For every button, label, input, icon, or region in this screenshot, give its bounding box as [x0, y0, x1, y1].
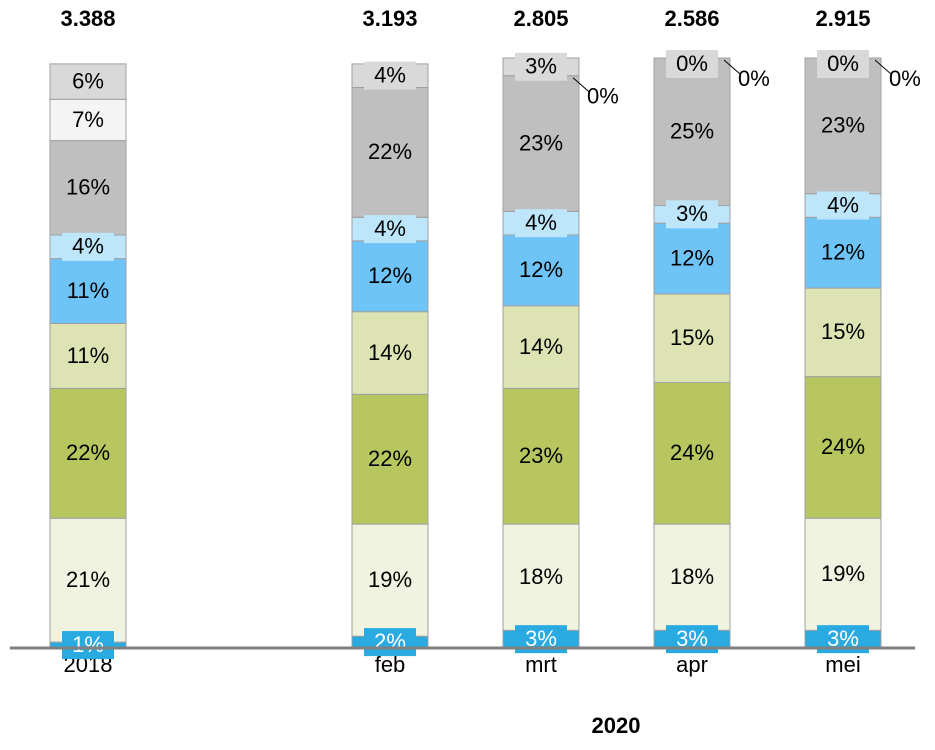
data-label: 3%	[525, 54, 557, 79]
data-label-bg	[666, 439, 718, 468]
data-label-bg	[364, 138, 416, 167]
data-label: 19%	[821, 561, 865, 586]
data-label: 25%	[670, 119, 714, 144]
x-axis-title: 2020	[592, 713, 641, 738]
data-label: 23%	[821, 113, 865, 138]
data-label: 19%	[368, 567, 412, 592]
data-label-bg	[666, 117, 718, 146]
bars	[49, 57, 882, 649]
data-label: 2%	[374, 629, 406, 654]
data-label: 12%	[670, 245, 714, 270]
data-label: 11%	[67, 343, 109, 368]
data-label-bg	[817, 50, 869, 78]
data-label: 12%	[519, 257, 563, 282]
data-label: 21%	[66, 567, 110, 592]
data-label-bg	[62, 67, 114, 96]
data-label: 23%	[519, 130, 563, 155]
data-label-bg	[62, 232, 114, 261]
data-label-bg	[364, 445, 416, 474]
data-label-bg	[364, 61, 416, 90]
data-label: 18%	[670, 564, 714, 589]
total-label: 2.805	[513, 6, 568, 31]
data-label-bg	[62, 439, 114, 468]
data-label: 14%	[519, 334, 563, 359]
data-label: 7%	[72, 107, 104, 132]
total-label: 2.586	[664, 6, 719, 31]
data-label-bg	[666, 200, 718, 229]
data-label-bg	[515, 256, 567, 285]
data-label: 12%	[821, 240, 865, 265]
data-label: 0%	[738, 66, 770, 91]
data-label-bg	[62, 566, 114, 595]
data-label-bg	[666, 244, 718, 273]
leader-line	[874, 59, 892, 75]
data-label: 4%	[525, 210, 557, 235]
data-label: 23%	[519, 443, 563, 468]
data-label-bg	[515, 333, 567, 362]
data-label-bg	[364, 262, 416, 291]
data-label: 4%	[72, 234, 104, 259]
data-label-bg	[515, 209, 567, 238]
data-label-bg	[817, 191, 869, 220]
data-label: 22%	[368, 446, 412, 471]
leader-line	[572, 77, 590, 93]
data-label-bg	[364, 628, 416, 657]
data-label: 0%	[587, 84, 619, 109]
data-label: 22%	[66, 440, 110, 465]
data-label-bg	[515, 563, 567, 592]
data-label: 16%	[66, 175, 110, 200]
data-label-bg	[817, 433, 869, 462]
data-label-bg	[666, 324, 718, 353]
data-label: 6%	[72, 68, 104, 93]
data-label-bg	[817, 238, 869, 267]
data-label-bg	[817, 318, 869, 347]
total-label: 2.915	[815, 6, 870, 31]
data-label: 24%	[821, 434, 865, 459]
data-label: 14%	[368, 340, 412, 365]
total-label: 3.388	[60, 6, 115, 31]
data-label-bg	[62, 105, 114, 134]
data-label: 4%	[374, 63, 406, 88]
data-label: 0%	[827, 51, 859, 76]
data-label-bg	[515, 52, 567, 81]
data-label-bg	[817, 560, 869, 589]
data-label: 11%	[67, 278, 109, 303]
data-label: 22%	[368, 139, 412, 164]
data-label: 4%	[374, 216, 406, 241]
data-label: 3%	[676, 201, 708, 226]
data-label: 12%	[368, 263, 412, 288]
data-label-bg	[62, 173, 114, 202]
data-label-bg	[62, 631, 114, 660]
x-tick-label: mrt	[525, 652, 557, 677]
data-label-bg	[817, 111, 869, 140]
data-label-bg	[666, 50, 718, 78]
x-tick-label: apr	[676, 652, 708, 677]
data-label-bg	[62, 277, 114, 306]
data-label-bg	[62, 341, 114, 370]
data-label: 0%	[889, 66, 921, 91]
data-label-bg	[515, 442, 567, 471]
data-label-bg	[515, 129, 567, 158]
data-label: 24%	[670, 440, 714, 465]
data-label: 18%	[519, 564, 563, 589]
data-label: 15%	[821, 319, 865, 344]
data-label: 0%	[676, 51, 708, 76]
data-label: 1%	[72, 632, 104, 657]
data-label-bg	[364, 339, 416, 367]
data-label-bg	[364, 215, 416, 244]
leader-line	[723, 59, 741, 75]
data-label-bg	[666, 563, 718, 592]
x-tick-label: mei	[825, 652, 860, 677]
total-label: 3.193	[362, 6, 417, 31]
data-label: 15%	[670, 325, 714, 350]
data-label-bg	[364, 566, 416, 595]
data-label: 4%	[827, 192, 859, 217]
